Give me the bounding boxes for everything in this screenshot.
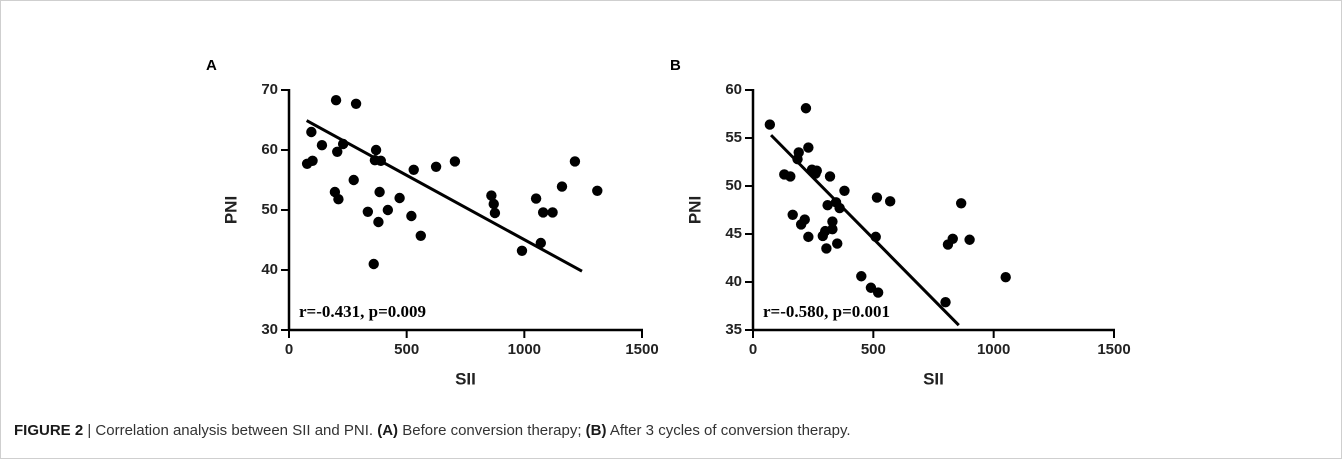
point — [764, 119, 776, 130]
point — [449, 156, 461, 167]
y-tick-label: 60 — [261, 141, 278, 158]
point — [785, 171, 796, 182]
point — [530, 193, 542, 204]
point — [1000, 272, 1011, 283]
caption-segment: After 3 cycles of conversion therapy. — [606, 422, 851, 439]
y-tick-label: 30 — [261, 321, 278, 338]
point — [569, 156, 581, 167]
x-tick-label: 1500 — [1097, 341, 1130, 358]
x-axis-label: SII — [455, 369, 476, 388]
point — [415, 230, 426, 241]
point — [872, 287, 884, 298]
point — [827, 224, 838, 235]
point — [394, 192, 405, 204]
x-axis-label: SII — [923, 369, 944, 388]
point — [592, 185, 603, 196]
point — [362, 206, 374, 217]
point — [824, 171, 836, 182]
caption-segment: | Correlation analysis between SII and P… — [83, 422, 378, 439]
panel-label: A — [206, 57, 217, 74]
point — [333, 194, 344, 205]
point — [955, 198, 967, 209]
x-tick-label: 500 — [394, 341, 419, 358]
y-tick-label: 40 — [725, 273, 742, 290]
y-tick-label: 45 — [725, 225, 742, 242]
point — [800, 103, 812, 114]
point — [307, 155, 318, 166]
point — [408, 164, 419, 175]
point — [537, 207, 549, 218]
point — [370, 144, 382, 156]
point — [373, 216, 384, 228]
x-tick-label: 1500 — [625, 341, 658, 358]
point — [330, 95, 342, 106]
point — [348, 174, 359, 186]
point — [368, 258, 379, 270]
point — [884, 196, 896, 207]
x-tick-label: 500 — [861, 341, 886, 358]
point — [871, 192, 883, 203]
point — [332, 146, 343, 157]
point — [316, 140, 328, 151]
point — [793, 147, 804, 158]
point — [350, 98, 362, 110]
point — [839, 185, 850, 196]
caption-segment: Before conversion therapy; — [398, 422, 586, 439]
point — [822, 200, 833, 211]
point — [516, 245, 528, 256]
y-tick-label: 35 — [725, 321, 742, 338]
y-tick-label: 50 — [725, 177, 742, 194]
point — [787, 209, 798, 220]
point — [799, 214, 810, 225]
annotation: r=-0.431, p=0.009 — [299, 302, 426, 321]
y-tick-label: 50 — [261, 201, 278, 218]
point — [821, 243, 832, 254]
fit-line — [769, 134, 960, 327]
y-axis-label: PNI — [685, 196, 704, 224]
point — [803, 142, 814, 153]
point — [430, 161, 442, 172]
point — [489, 207, 501, 219]
annotation: r=-0.580, p=0.001 — [763, 302, 890, 321]
y-tick-label: 60 — [725, 81, 742, 98]
y-tick-label: 40 — [261, 261, 278, 278]
point — [940, 296, 951, 308]
point — [486, 190, 497, 201]
point — [488, 198, 499, 210]
point — [382, 204, 394, 216]
point — [832, 238, 843, 249]
panel-label: B — [670, 57, 681, 74]
y-axis-label: PNI — [221, 196, 240, 224]
point — [811, 165, 822, 176]
point — [803, 231, 814, 243]
y-tick-label: 55 — [725, 129, 742, 146]
x-tick-label: 1000 — [977, 341, 1010, 358]
fit-line — [305, 119, 583, 273]
point — [406, 210, 417, 222]
y-tick-label: 70 — [261, 81, 278, 98]
x-tick-label: 0 — [749, 341, 757, 358]
point — [856, 271, 867, 282]
point — [964, 234, 975, 245]
point — [547, 207, 558, 218]
caption-segment: (A) — [377, 422, 399, 439]
point — [374, 186, 385, 198]
point — [947, 233, 958, 244]
caption-segment: (B) — [585, 422, 607, 439]
caption: FIGURE 2 | Correlation analysis between … — [14, 422, 851, 439]
point — [556, 181, 568, 192]
x-tick-label: 0 — [285, 341, 293, 358]
point — [827, 216, 838, 227]
caption-segment: FIGURE 2 — [14, 422, 84, 439]
x-tick-label: 1000 — [508, 341, 541, 358]
point — [306, 126, 317, 138]
